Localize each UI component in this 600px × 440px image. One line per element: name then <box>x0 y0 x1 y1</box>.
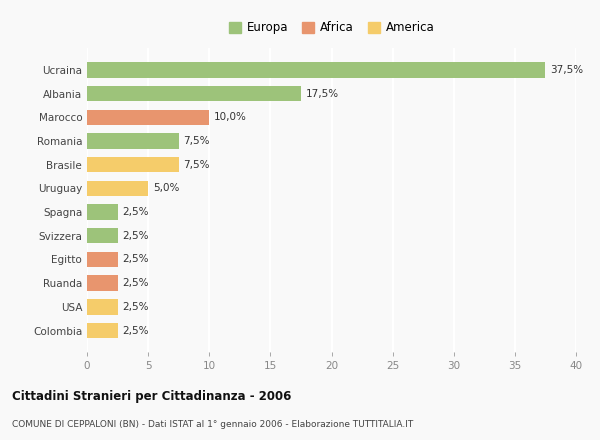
Bar <box>87 181 148 196</box>
Bar <box>87 62 545 77</box>
Text: 2,5%: 2,5% <box>122 302 149 312</box>
Bar <box>87 252 118 267</box>
Text: 17,5%: 17,5% <box>306 88 339 99</box>
Text: 2,5%: 2,5% <box>122 278 149 288</box>
Text: 2,5%: 2,5% <box>122 254 149 264</box>
Text: 5,0%: 5,0% <box>153 183 179 193</box>
Bar <box>87 204 118 220</box>
Bar <box>87 86 301 101</box>
Text: COMUNE DI CEPPALONI (BN) - Dati ISTAT al 1° gennaio 2006 - Elaborazione TUTTITAL: COMUNE DI CEPPALONI (BN) - Dati ISTAT al… <box>12 420 413 429</box>
Bar <box>87 228 118 243</box>
Text: 2,5%: 2,5% <box>122 326 149 336</box>
Text: 2,5%: 2,5% <box>122 231 149 241</box>
Text: 7,5%: 7,5% <box>184 136 210 146</box>
Text: 37,5%: 37,5% <box>550 65 583 75</box>
Bar <box>87 323 118 338</box>
Bar <box>87 110 209 125</box>
Text: Cittadini Stranieri per Cittadinanza - 2006: Cittadini Stranieri per Cittadinanza - 2… <box>12 390 292 403</box>
Bar <box>87 157 179 172</box>
Legend: Europa, Africa, America: Europa, Africa, America <box>225 18 438 38</box>
Text: 10,0%: 10,0% <box>214 112 247 122</box>
Text: 2,5%: 2,5% <box>122 207 149 217</box>
Bar <box>87 133 179 149</box>
Text: 7,5%: 7,5% <box>184 160 210 170</box>
Bar <box>87 299 118 315</box>
Bar <box>87 275 118 291</box>
